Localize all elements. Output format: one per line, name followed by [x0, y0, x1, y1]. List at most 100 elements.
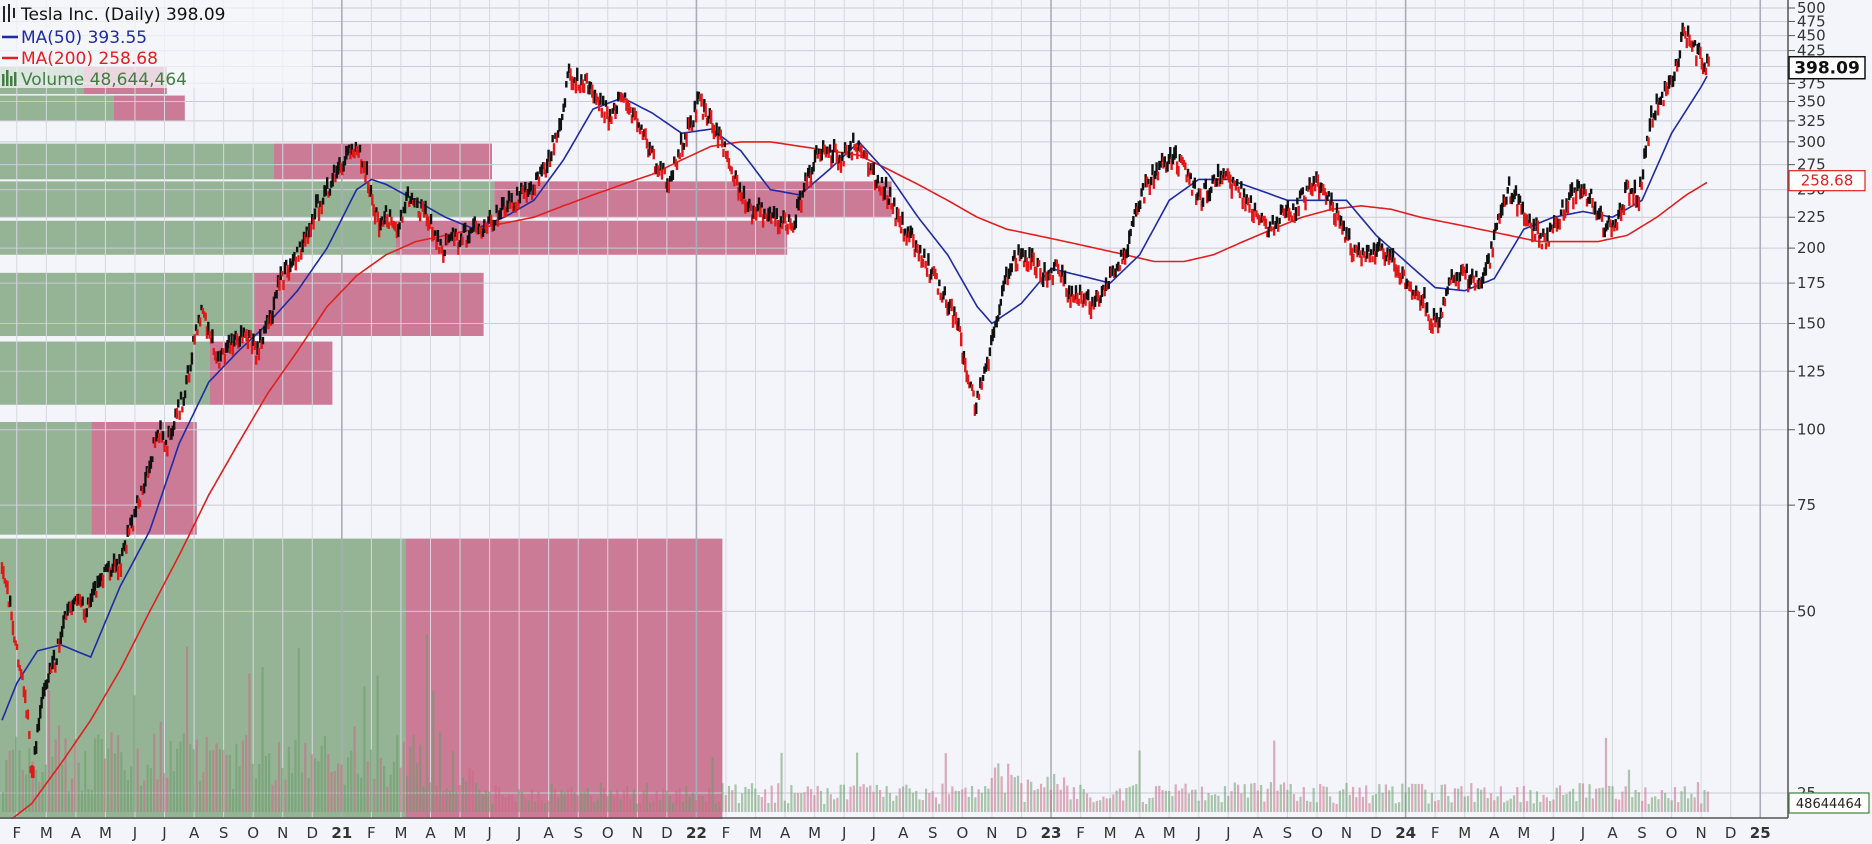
volume-bar-118 — [389, 774, 392, 812]
legend-volume-icon — [2, 70, 17, 86]
volume-bar-122 — [402, 741, 405, 812]
x-tick-label-24: F — [722, 824, 731, 842]
volume-bar-413 — [1358, 787, 1361, 812]
volume-bar-444 — [1460, 786, 1463, 812]
volume-bar-318 — [1046, 776, 1049, 812]
volume-bar-388 — [1276, 790, 1279, 812]
volume-bar-234 — [770, 785, 773, 812]
volume-bar-95 — [314, 758, 317, 812]
volume-bar-450 — [1480, 789, 1483, 812]
y-tick-label-8: 225 — [1797, 208, 1826, 226]
volume-bar-302 — [993, 767, 997, 812]
volume-bar-67 — [222, 749, 225, 812]
volume-bar-92 — [304, 743, 307, 812]
volume-bar-310 — [1020, 783, 1023, 812]
volume-bar-516 — [1696, 782, 1700, 812]
volume-bar-377 — [1240, 793, 1243, 812]
volume-bar-340 — [1118, 788, 1121, 812]
volume-bar-275 — [905, 784, 908, 812]
volume-bar-465 — [1529, 789, 1532, 812]
volume-bar-507 — [1667, 798, 1670, 812]
volume-bar-468 — [1539, 801, 1542, 812]
volume-bar-47 — [156, 779, 159, 812]
x-tick-label-52: J — [1550, 824, 1555, 842]
volume-bar-399 — [1312, 787, 1315, 812]
volume-bar-91 — [300, 772, 304, 812]
volume-bar-104 — [343, 784, 346, 812]
volume-bar-215 — [708, 787, 711, 812]
volume-bar-16 — [54, 739, 57, 812]
volume-bar-236 — [777, 783, 780, 812]
volume-bar-508 — [1670, 800, 1673, 812]
volume-bar-256 — [842, 784, 846, 812]
volume-bar-451 — [1483, 787, 1486, 812]
volume-bar-408 — [1342, 789, 1345, 812]
volume-bar-228 — [750, 783, 754, 812]
volume-bar-389 — [1279, 784, 1282, 812]
volume-bar-312 — [1026, 779, 1029, 812]
volume-bar-35 — [116, 735, 120, 812]
x-tick-label-19: S — [573, 824, 583, 842]
volume-bar-348 — [1145, 803, 1148, 812]
volume-bar-1 — [5, 760, 8, 812]
volume-bar-352 — [1158, 785, 1161, 812]
volume-bar-361 — [1187, 793, 1190, 812]
volume-bar-73 — [241, 740, 244, 812]
y-tick-label-3: 100 — [1797, 421, 1826, 439]
x-tick-label-47: 24 — [1395, 824, 1416, 842]
volume-bar-94 — [310, 754, 313, 812]
volume-bar-223 — [734, 784, 737, 812]
volume-bar-100 — [330, 771, 333, 812]
x-tick-label-29: J — [871, 824, 876, 842]
volume-bar-356 — [1171, 796, 1174, 812]
volume-bar-27 — [90, 790, 93, 812]
volume-bar-0 — [2, 791, 5, 812]
volume-bar-402 — [1322, 786, 1325, 812]
volume-bar-40 — [133, 695, 136, 812]
volume-bar-202 — [665, 790, 668, 812]
volume-bar-237 — [780, 752, 783, 812]
volume-bar-307 — [1010, 774, 1013, 812]
last-price-tag-box — [1788, 55, 1866, 80]
volume-bar-486 — [1598, 788, 1601, 812]
volume-bar-224 — [737, 802, 740, 812]
x-tick-label-55: S — [1637, 824, 1647, 842]
volume-bar-323 — [1062, 777, 1066, 812]
volume-bar-387 — [1273, 740, 1276, 812]
volume-bar-115 — [379, 757, 382, 812]
volume-bar-477 — [1568, 791, 1571, 812]
volume-bar-62 — [205, 736, 208, 812]
x-tick-label-12: F — [367, 824, 376, 842]
last-price-tag-text: 398.09 — [1794, 59, 1860, 79]
volume-bar-303 — [997, 763, 1000, 812]
volume-bar-165 — [543, 803, 547, 812]
volume-bar-112 — [369, 749, 373, 812]
volume-bar-3 — [11, 749, 15, 812]
volume-bar-476 — [1565, 793, 1568, 812]
volume-bar-504 — [1657, 799, 1660, 812]
volume-bar-448 — [1473, 801, 1476, 812]
volume-bar-453 — [1489, 793, 1493, 812]
volume-bar-63 — [208, 750, 212, 812]
volume-bar-198 — [652, 801, 655, 812]
volume-bar-160 — [527, 799, 530, 812]
volume-bar-461 — [1516, 787, 1519, 812]
volume-bar-462 — [1519, 802, 1522, 812]
volume-bar-309 — [1016, 775, 1020, 812]
volume-bar-263 — [865, 787, 869, 812]
volume-bar-87 — [287, 746, 290, 812]
volume-bar-153 — [504, 797, 507, 812]
volume-bar-144 — [474, 782, 478, 812]
volume-bar-457 — [1503, 802, 1506, 812]
volume-bar-126 — [415, 763, 419, 812]
volume-bar-510 — [1677, 802, 1680, 812]
volume-bar-18 — [61, 764, 64, 812]
volume-bar-406 — [1335, 803, 1338, 812]
volume-bar-21 — [70, 778, 74, 812]
volume-bar-169 — [557, 797, 560, 812]
volume-bar-131 — [432, 690, 435, 812]
volume-bar-443 — [1457, 788, 1460, 812]
x-tick-label-58: D — [1725, 824, 1737, 842]
volume-bar-187 — [616, 789, 619, 812]
volume-bar-213 — [701, 796, 704, 812]
